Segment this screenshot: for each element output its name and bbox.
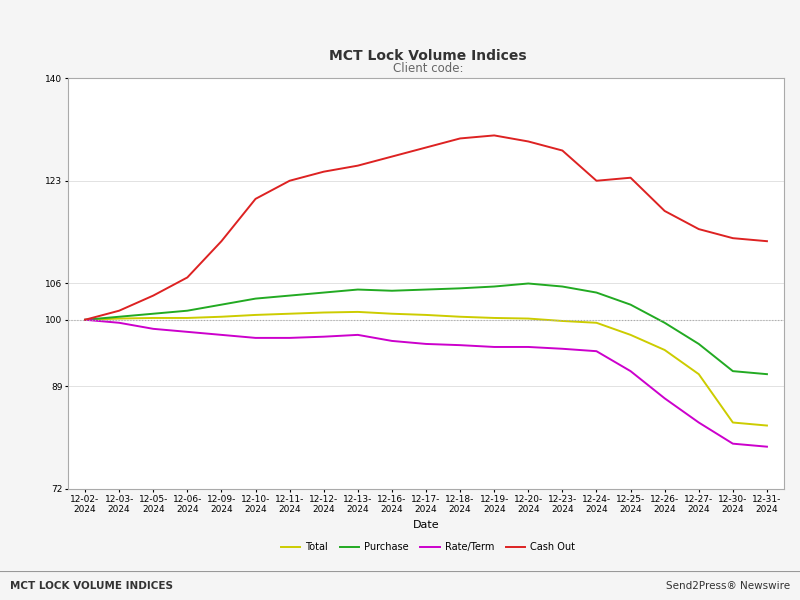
Purchase — [182, 307, 192, 314]
Rate/Term — [728, 440, 738, 447]
Cash Out — [353, 162, 362, 169]
Total — [626, 331, 635, 338]
Text: Client code:: Client code: — [393, 62, 463, 75]
Cash Out — [250, 195, 260, 202]
Cash Out — [149, 292, 158, 299]
Cash Out — [455, 135, 465, 142]
Total — [694, 371, 703, 378]
Purchase — [490, 283, 499, 290]
Cash Out — [592, 177, 602, 184]
Total — [319, 309, 329, 316]
Purchase — [387, 287, 397, 295]
Line: Cash Out: Cash Out — [85, 136, 767, 320]
Line: Purchase: Purchase — [85, 283, 767, 374]
Cash Out — [421, 144, 430, 151]
Purchase — [114, 313, 124, 320]
Rate/Term — [490, 343, 499, 350]
Total — [762, 422, 772, 429]
Rate/Term — [762, 443, 772, 450]
Cash Out — [728, 235, 738, 242]
Purchase — [353, 286, 362, 293]
Rate/Term — [182, 328, 192, 335]
Cash Out — [285, 177, 294, 184]
Purchase — [558, 283, 567, 290]
Rate/Term — [319, 333, 329, 340]
Total — [421, 311, 430, 319]
Total — [558, 317, 567, 325]
Purchase — [592, 289, 602, 296]
Cash Out — [694, 226, 703, 233]
Total — [490, 314, 499, 322]
Purchase — [728, 368, 738, 375]
Text: Send2Press® Newswire: Send2Press® Newswire — [666, 581, 790, 590]
Total — [114, 315, 124, 322]
Cash Out — [626, 174, 635, 181]
Rate/Term — [250, 334, 260, 341]
Cash Out — [182, 274, 192, 281]
Cash Out — [660, 208, 670, 215]
Rate/Term — [660, 395, 670, 402]
Purchase — [660, 319, 670, 326]
Purchase — [319, 289, 329, 296]
Cash Out — [762, 238, 772, 245]
Text: MCT Lock Volume Indices: MCT Lock Volume Indices — [329, 49, 527, 63]
Rate/Term — [114, 319, 124, 326]
Purchase — [523, 280, 533, 287]
Cash Out — [114, 307, 124, 314]
Legend: Total, Purchase, Rate/Term, Cash Out: Total, Purchase, Rate/Term, Cash Out — [277, 538, 579, 556]
Total — [353, 308, 362, 316]
Rate/Term — [455, 341, 465, 349]
Total — [80, 316, 90, 323]
Cash Out — [319, 168, 329, 175]
Purchase — [421, 286, 430, 293]
Purchase — [149, 310, 158, 317]
Total — [250, 311, 260, 319]
Cash Out — [523, 138, 533, 145]
Cash Out — [558, 147, 567, 154]
Rate/Term — [353, 331, 362, 338]
Total — [387, 310, 397, 317]
Total — [728, 419, 738, 426]
Rate/Term — [387, 337, 397, 344]
Rate/Term — [558, 345, 567, 352]
Purchase — [626, 301, 635, 308]
Purchase — [455, 285, 465, 292]
Total — [285, 310, 294, 317]
Purchase — [217, 301, 226, 308]
Rate/Term — [694, 419, 703, 426]
Line: Total: Total — [85, 312, 767, 425]
Total — [182, 314, 192, 322]
Cash Out — [80, 316, 90, 323]
Total — [592, 319, 602, 326]
Purchase — [80, 316, 90, 323]
Purchase — [694, 340, 703, 347]
Cash Out — [217, 238, 226, 245]
Rate/Term — [523, 343, 533, 350]
Total — [523, 315, 533, 322]
Line: Rate/Term: Rate/Term — [85, 320, 767, 446]
Purchase — [250, 295, 260, 302]
Cash Out — [490, 132, 499, 139]
X-axis label: Date: Date — [413, 520, 439, 530]
Rate/Term — [421, 340, 430, 347]
Cash Out — [387, 153, 397, 160]
Rate/Term — [217, 331, 226, 338]
Rate/Term — [626, 368, 635, 375]
Rate/Term — [80, 316, 90, 323]
Total — [217, 313, 226, 320]
Rate/Term — [285, 334, 294, 341]
Purchase — [285, 292, 294, 299]
Text: MCT LOCK VOLUME INDICES: MCT LOCK VOLUME INDICES — [10, 581, 173, 590]
Total — [149, 314, 158, 322]
Rate/Term — [592, 347, 602, 355]
Total — [660, 346, 670, 353]
Purchase — [762, 371, 772, 378]
Rate/Term — [149, 325, 158, 332]
Total — [455, 313, 465, 320]
